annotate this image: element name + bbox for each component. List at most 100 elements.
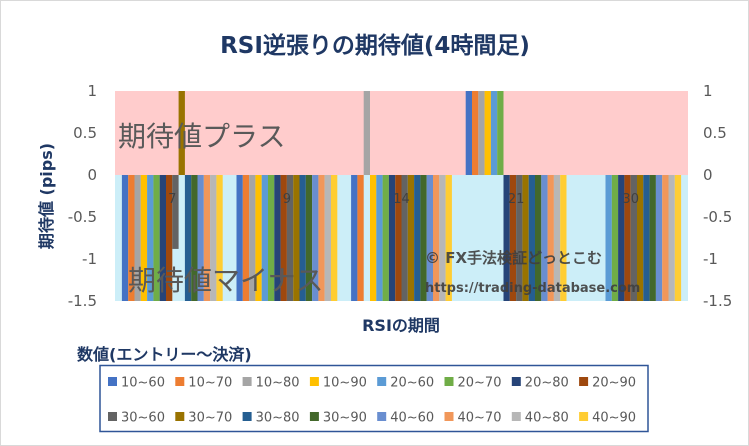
legend-item: 20~60 (377, 376, 434, 391)
legend-item: 40~90 (579, 411, 636, 426)
legend-marker (309, 412, 319, 421)
bar-20-70-rsi-14 (382, 175, 389, 301)
bar-10-60-rsi-21 (465, 91, 472, 175)
bar-20-60-rsi-7 (147, 175, 154, 301)
band-label-positive: 期待値プラス (118, 120, 285, 153)
bar-30-60-rsi-21 (516, 175, 523, 301)
legend-item: 30~90 (309, 411, 367, 426)
bar-30-60-rsi-14 (401, 175, 408, 301)
bar-30-70-rsi-30 (637, 175, 644, 301)
y-tick-label-left: -1 (82, 250, 97, 268)
bar-20-80-rsi-14 (388, 175, 396, 301)
legend-marker (242, 377, 252, 386)
bar-10-70-rsi-9 (242, 175, 250, 301)
y-tick-label-left: 0.5 (73, 124, 97, 142)
legend-marker (108, 412, 117, 421)
bar-30-80-rsi-14 (414, 175, 421, 301)
y-tick-label-left: -0.5 (68, 208, 97, 226)
legend-label: 10~60 (121, 376, 165, 391)
bar-30-90-rsi-30 (649, 175, 656, 301)
bar-20-90-rsi-7 (166, 175, 173, 301)
y-axis-left-ticks: 1 0.5 0 -0.5 -1 -1.5 (68, 82, 97, 310)
bar-20-70-rsi-9 (268, 175, 275, 301)
y-tick-label-right: 0 (703, 166, 713, 184)
bar-40-70-rsi-21 (547, 175, 554, 301)
bar-layer (121, 91, 682, 301)
bar-40-90-rsi-14 (445, 175, 452, 301)
legend-item: 30~70 (175, 411, 232, 426)
y-tick-label-right: -1 (703, 250, 718, 268)
band-positive (115, 91, 688, 175)
bar-20-80-rsi-21 (503, 175, 510, 301)
bar-10-90-rsi-21 (484, 91, 491, 175)
y-axis-title: 期待値 (pips) (37, 143, 56, 249)
bar-40-60-rsi-21 (541, 175, 548, 301)
watermark-url: https://trading-database.com (425, 281, 640, 296)
bar-30-60-rsi-9 (286, 175, 294, 301)
bar-30-80-rsi-30 (643, 175, 650, 301)
bar-20-90-rsi-14 (395, 175, 402, 301)
legend-item: 40~80 (511, 411, 569, 426)
bar-40-60-rsi-7 (197, 175, 204, 301)
legend-marker (444, 412, 454, 421)
bar-40-70-rsi-14 (433, 175, 440, 301)
bar-20-90-rsi-30 (624, 175, 631, 301)
bar-10-90-rsi-9 (255, 175, 262, 301)
bar-40-80-rsi-7 (210, 175, 217, 301)
y-tick-label-left: 1 (87, 82, 97, 100)
y-tick-label-left: 0 (87, 166, 97, 184)
y-tick-label-left: -1.5 (68, 292, 97, 310)
bar-40-80-rsi-21 (553, 175, 561, 301)
bar-40-80-rsi-14 (439, 175, 446, 301)
bar-10-80-rsi-9 (249, 175, 256, 301)
legend-title: 数値(エントリー～決済) (77, 345, 252, 364)
bar-30-70-rsi-21 (522, 175, 529, 301)
bar-10-60-rsi-7 (121, 175, 129, 301)
bar-40-70-rsi-9 (318, 175, 325, 301)
bar-40-60-rsi-30 (655, 175, 663, 301)
bar-20-90-rsi-9 (280, 175, 287, 301)
bar-30-70-rsi-9 (293, 175, 300, 301)
legend-marker (242, 412, 252, 421)
legend-marker (511, 377, 521, 386)
legend-label: 30~80 (256, 411, 300, 426)
legend-marker (511, 412, 521, 421)
bar-40-80-rsi-9 (324, 175, 331, 301)
category-labels: 7 9 14 21 30 (168, 192, 639, 207)
legend-item: 30~80 (242, 411, 300, 426)
legend-marker (444, 377, 454, 386)
bar-20-70-rsi-7 (153, 175, 160, 301)
legend-marker (579, 377, 589, 386)
legend-item: 40~60 (377, 411, 434, 426)
bar-20-70-rsi-30 (611, 175, 619, 301)
legend-marker (309, 377, 319, 386)
bar-30-80-rsi-9 (299, 175, 306, 301)
legend-label: 20~60 (390, 376, 434, 391)
bar-40-70-rsi-30 (662, 175, 669, 301)
bar-10-90-rsi-7 (140, 175, 148, 301)
bar-10-70-rsi-7 (128, 175, 135, 301)
bar-30-90-rsi-7 (191, 175, 198, 301)
bar-10-60-rsi-14 (351, 175, 358, 301)
bar-40-90-rsi-7 (216, 175, 223, 301)
legend-label: 20~70 (458, 376, 502, 391)
bar-30-80-rsi-21 (528, 175, 535, 301)
bar-40-60-rsi-9 (312, 175, 319, 301)
bar-20-60-rsi-30 (605, 175, 612, 301)
category-label: 30 (622, 192, 639, 207)
legend-label: 40~90 (592, 411, 636, 426)
bar-30-80-rsi-7 (184, 175, 192, 301)
y-tick-label-right: -0.5 (703, 208, 732, 226)
y-tick-label-right: 1 (703, 82, 713, 100)
legend-marker (175, 412, 185, 421)
bar-20-60-rsi-9 (261, 175, 268, 301)
legend-item: 20~70 (444, 376, 502, 391)
watermark-copyright: © FX手法検証どっとこむ (425, 249, 602, 267)
bar-40-90-rsi-9 (331, 175, 338, 301)
bar-40-70-rsi-7 (203, 175, 211, 301)
legend-item: 10~60 (108, 376, 165, 391)
bar-30-60-rsi-7 (172, 175, 179, 249)
bar-10-60-rsi-9 (236, 175, 243, 301)
legend-label: 20~90 (592, 376, 636, 391)
bar-20-90-rsi-21 (509, 175, 517, 301)
